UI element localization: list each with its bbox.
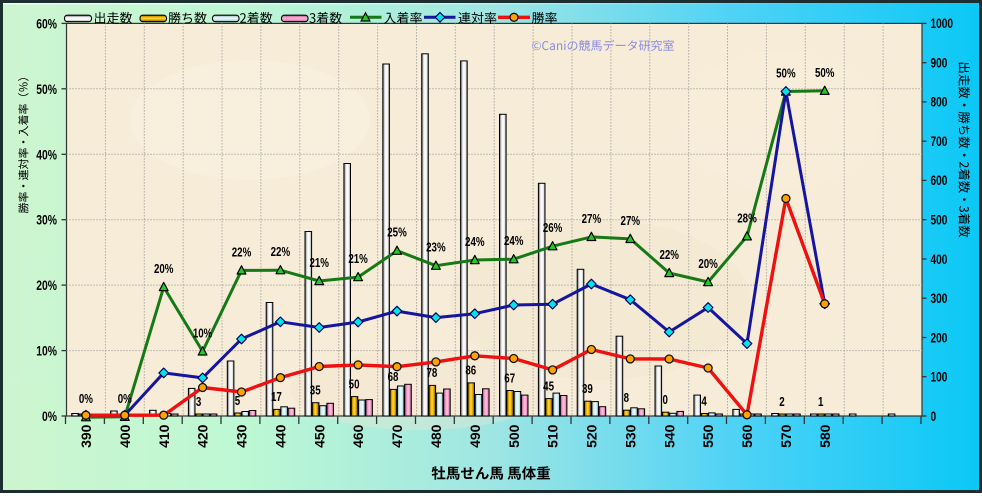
svg-text:22%: 22%: [232, 246, 252, 260]
svg-text:800: 800: [931, 94, 948, 110]
svg-text:490: 490: [467, 424, 483, 448]
svg-text:21%: 21%: [348, 253, 368, 267]
svg-text:78: 78: [426, 367, 437, 381]
svg-text:3: 3: [196, 396, 201, 410]
svg-text:450: 450: [311, 424, 327, 448]
svg-text:480: 480: [428, 424, 444, 448]
svg-text:0%: 0%: [42, 408, 57, 424]
svg-text:20%: 20%: [154, 263, 174, 277]
svg-text:100: 100: [931, 369, 948, 385]
svg-text:470: 470: [389, 424, 405, 448]
svg-text:0%: 0%: [79, 393, 93, 407]
svg-text:50%: 50%: [815, 67, 835, 81]
svg-text:10%: 10%: [193, 327, 213, 341]
svg-text:22%: 22%: [271, 246, 291, 260]
svg-text:27%: 27%: [621, 215, 641, 229]
svg-text:50: 50: [349, 378, 360, 392]
svg-text:560: 560: [739, 424, 755, 448]
svg-text:390: 390: [78, 424, 94, 448]
svg-text:35: 35: [310, 384, 321, 398]
svg-text:2: 2: [779, 396, 784, 410]
svg-text:420: 420: [195, 424, 211, 448]
svg-text:60%: 60%: [36, 16, 57, 32]
svg-text:300: 300: [931, 291, 948, 307]
svg-text:400: 400: [117, 424, 133, 448]
svg-text:68: 68: [388, 371, 399, 385]
svg-text:600: 600: [931, 173, 948, 189]
svg-text:400: 400: [931, 251, 948, 267]
svg-text:550: 550: [700, 424, 716, 448]
svg-text:24%: 24%: [465, 236, 485, 250]
svg-text:1: 1: [818, 396, 824, 410]
svg-text:410: 410: [156, 424, 172, 448]
svg-text:500: 500: [506, 424, 522, 448]
svg-text:23%: 23%: [426, 242, 446, 256]
svg-text:700: 700: [931, 134, 948, 150]
svg-text:25%: 25%: [387, 227, 407, 241]
svg-text:22%: 22%: [659, 249, 679, 263]
svg-text:900: 900: [931, 55, 948, 71]
svg-text:27%: 27%: [582, 213, 602, 227]
svg-text:0: 0: [931, 408, 937, 424]
svg-text:45: 45: [543, 380, 554, 394]
svg-text:430: 430: [234, 424, 250, 448]
svg-text:10%: 10%: [36, 343, 57, 359]
svg-text:460: 460: [350, 424, 366, 448]
svg-text:28%: 28%: [737, 212, 757, 226]
svg-text:39: 39: [582, 383, 593, 397]
svg-text:0: 0: [662, 394, 667, 408]
svg-text:30%: 30%: [36, 212, 57, 228]
svg-text:24%: 24%: [504, 235, 524, 249]
svg-text:20%: 20%: [698, 258, 718, 272]
svg-text:520: 520: [584, 424, 600, 448]
svg-text:0%: 0%: [118, 393, 132, 407]
svg-text:1000: 1000: [931, 16, 954, 32]
svg-text:200: 200: [931, 330, 948, 346]
svg-text:540: 540: [661, 424, 677, 448]
svg-text:500: 500: [931, 212, 948, 228]
svg-text:4: 4: [701, 395, 707, 409]
svg-text:26%: 26%: [543, 222, 563, 236]
svg-text:20%: 20%: [36, 278, 57, 294]
svg-text:40%: 40%: [36, 147, 57, 163]
svg-text:50%: 50%: [36, 81, 57, 97]
svg-text:510: 510: [545, 424, 561, 448]
svg-text:17: 17: [271, 391, 282, 405]
svg-text:8: 8: [624, 392, 630, 406]
svg-text:580: 580: [817, 424, 833, 448]
svg-text:86: 86: [465, 365, 476, 379]
svg-text:570: 570: [778, 424, 794, 448]
svg-text:440: 440: [273, 424, 289, 448]
svg-text:5: 5: [235, 395, 241, 409]
svg-text:67: 67: [504, 372, 515, 386]
svg-text:21%: 21%: [309, 257, 329, 271]
svg-text:50%: 50%: [776, 67, 796, 81]
svg-text:530: 530: [622, 424, 638, 448]
